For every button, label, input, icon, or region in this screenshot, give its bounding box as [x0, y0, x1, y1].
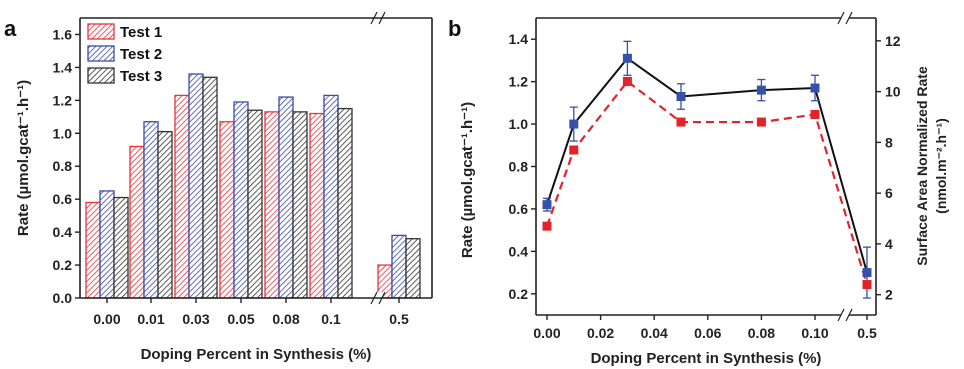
- panel-a-x-title: Doping Percent in Synthesis (%): [141, 346, 372, 363]
- rate-point: [542, 200, 552, 210]
- panel-a-y-tick-label: 1.6: [53, 26, 73, 42]
- panel-a-x-tick-label: 0.01: [137, 311, 164, 327]
- panel-a-y-tick-label: 0.6: [53, 191, 73, 207]
- panel-a-y-tick-label: 0.2: [53, 257, 73, 273]
- legend-swatch-1: [87, 23, 115, 40]
- panel-b-left-y-title: Rate (µmol.gcat⁻¹.h⁻¹): [459, 102, 476, 258]
- panel-b-x-tick-label: 0.04: [641, 325, 668, 341]
- panel-b-left-y-tick-label: 1.4: [509, 31, 529, 47]
- rate-point: [569, 119, 579, 129]
- panel-b-x-tick-label: 0.06: [694, 325, 721, 341]
- panel-a-y-tick-label: 0.8: [53, 158, 73, 174]
- panel-b-right-y-tick-label: 2: [885, 287, 893, 303]
- panel-b-axis-break-mark: [837, 308, 845, 322]
- panel-b-right-y-tick-label: 10: [885, 84, 901, 100]
- panel-b-axis-break-gap: [841, 12, 849, 24]
- panel-a-y-title: Rate (µmol.gcat⁻¹.h⁻¹): [15, 80, 32, 236]
- panel-b-x-tick-label: 0.5: [857, 325, 877, 341]
- panel-b-right-y-tick-label: 4: [885, 236, 893, 252]
- normalized-rate-point: [542, 221, 552, 231]
- bar-test-3-0.5: [405, 238, 421, 299]
- panel-a-x-tick-label: 0.03: [182, 311, 209, 327]
- panel-b-axis-break-mark: [845, 308, 853, 322]
- panel-a-x-tick-label: 0.08: [272, 311, 299, 327]
- bar-test-1-0.00: [85, 201, 101, 299]
- panel-b-plot: 0.00 0.02 0.04 0.06 0.08 0.10 0.5 0.2 0.4 0.6 0.8 1…: [509, 11, 901, 341]
- panel-b-right-y-tick-label: 6: [885, 185, 893, 201]
- bar-test-1-0.01: [129, 145, 145, 299]
- panel-b-axis-break-mark: [837, 11, 845, 25]
- panel-b-axis-break-mark: [845, 11, 853, 25]
- legend-label-3: Test 3: [120, 68, 162, 85]
- bar-test-1-0.08: [264, 111, 280, 299]
- bar-test-2-0.00: [99, 190, 115, 299]
- rate-point: [862, 268, 872, 278]
- panel-b-x-tick-label: 0.08: [748, 325, 775, 341]
- legend-swatch-3: [87, 67, 115, 84]
- panel-b-x-tick-label: 0.02: [587, 325, 614, 341]
- panel-b-x-tick-label: 0.10: [801, 325, 828, 341]
- bar-test-1-0.1: [309, 112, 325, 299]
- rate-point: [676, 91, 686, 101]
- panel-a-x-tick-label: 0.05: [227, 311, 254, 327]
- panel-a-label: a: [4, 16, 17, 41]
- bar-test-1-0.05: [219, 121, 235, 299]
- bar-test-3-0.00: [113, 196, 129, 299]
- bar-test-3-0.03: [202, 76, 218, 299]
- panel-a-y-tick-label: 0.4: [53, 224, 73, 240]
- panel-a-y-tick-label: 1.2: [53, 92, 73, 108]
- panel-b-right-y-tick-label: 8: [885, 134, 893, 150]
- panel-a-x-tick-label: 0.5: [389, 311, 409, 327]
- panel-b-left-y-tick-label: 0.6: [509, 201, 529, 217]
- panel-b-left-y-tick-label: 1.2: [509, 74, 529, 90]
- bar-test-2-0.5: [391, 234, 407, 299]
- panel-b-left-y-tick-label: 0.8: [509, 159, 529, 175]
- normalized-rate-point: [622, 76, 632, 86]
- panel-b-axis-break-gap: [841, 309, 849, 321]
- legend-label-1: Test 1: [120, 24, 162, 41]
- bar-test-3-0.05: [247, 109, 263, 299]
- panel-b-right-y-tick-label: 12: [885, 33, 901, 49]
- bar-test-2-0.1: [323, 94, 339, 299]
- panel-a-x-tick-label: 0.1: [321, 311, 341, 327]
- rate-point: [622, 53, 632, 63]
- panel-a-y-tick-label: 0.0: [53, 290, 73, 306]
- normalized-rate-point: [810, 109, 820, 119]
- panel-b-x-tick-label: 0.00: [533, 325, 560, 341]
- bar-test-1-0.03: [174, 94, 190, 299]
- bar-test-2-0.01: [143, 121, 159, 299]
- panel-a-y-tick-label: 1.4: [53, 59, 73, 75]
- panel-b-x-title: Doping Percent in Synthesis (%): [591, 350, 822, 367]
- panel-b-right-y-title: Surface Area Normalized Rate (nmol.m⁻².h⁻…: [914, 66, 949, 266]
- rate-point: [810, 83, 820, 93]
- normalized-rate-point: [569, 145, 579, 155]
- normalized-rate-point: [676, 117, 686, 127]
- legend-swatch-2: [87, 45, 115, 62]
- bar-test-2-0.05: [233, 101, 249, 299]
- panel-b-left-y-tick-label: 1.0: [509, 116, 529, 132]
- normalized-rate-point: [862, 280, 872, 290]
- bar-test-2-0.08: [278, 96, 294, 299]
- bar-test-3-0.1: [337, 107, 353, 299]
- panel-a-x-tick-label: 0.00: [93, 311, 120, 327]
- panel-a-plot: 0.0 0.2 0.4 0.6 0.8 1.0 1.2 1.4 1.6 0.00 0.01 0.03 0…: [53, 11, 421, 327]
- rate-point: [756, 85, 766, 95]
- bar-test-3-0.08: [292, 111, 308, 299]
- panel-b-left-y-tick-label: 0.4: [509, 243, 529, 259]
- bar-test-3-0.01: [157, 130, 173, 299]
- panel-b-label: b: [448, 16, 461, 41]
- normalized-rate-point: [756, 117, 766, 127]
- panel-b-left-y-tick-label: 0.2: [509, 286, 529, 302]
- legend-label-2: Test 2: [120, 46, 162, 63]
- bar-test-2-0.03: [188, 73, 204, 299]
- panel-a-y-tick-label: 1.0: [53, 125, 73, 141]
